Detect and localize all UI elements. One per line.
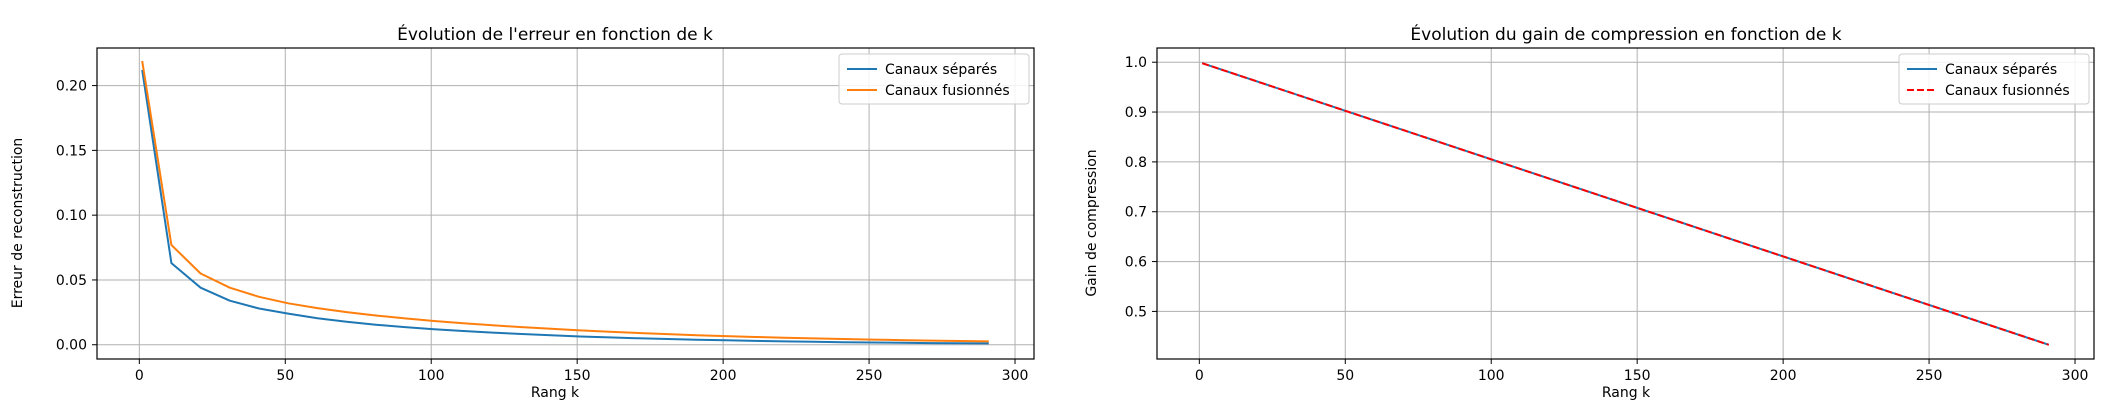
legend-box — [1898, 53, 2090, 105]
y-tick-label: 0.00 — [56, 338, 87, 354]
series-line — [141, 60, 989, 343]
x-tick-label: 150 — [564, 368, 591, 384]
x-tick-label: 150 — [1624, 368, 1651, 384]
y-axis-label: Erreur de reconstruction — [10, 138, 26, 309]
legend-label: Canaux séparés — [885, 62, 997, 78]
ticks: 0 50 100 150 200 250 300 0.00 0.05 0.10 0.15 0.20 — [56, 79, 1029, 384]
x-axis-label: Rang k — [1602, 385, 1651, 400]
y-tick-label: 0.05 — [56, 273, 87, 289]
x-tick-label: 200 — [710, 368, 737, 384]
y-tick-label: 0.5 — [1125, 304, 1147, 320]
chart-title: Évolution du gain de compression en fonc… — [1410, 23, 1841, 45]
chart-panel-error: Évolution de l'erreur en fonction de k R… — [10, 23, 1035, 400]
x-axis-label: Rang k — [531, 385, 580, 400]
series-group — [141, 60, 989, 345]
y-tick-label: 0.10 — [56, 208, 87, 224]
legend: Canaux séparés Canaux fusionnés — [838, 53, 1030, 105]
y-tick-label: 0.6 — [1125, 255, 1147, 271]
legend-label: Canaux fusionnés — [885, 83, 1010, 99]
legend-label: Canaux séparés — [1945, 62, 2057, 78]
x-tick-label: 100 — [1478, 368, 1505, 384]
axes-frame — [96, 47, 1035, 360]
chart-panel-compression: Évolution du gain de compression en fonc… — [1084, 23, 2095, 400]
x-tick-label: 200 — [1770, 368, 1797, 384]
x-tick-label: 300 — [2062, 368, 2089, 384]
y-tick-label: 0.7 — [1125, 205, 1147, 221]
x-tick-label: 0 — [135, 368, 144, 384]
y-tick-label: 1.0 — [1125, 55, 1147, 71]
x-tick-label: 250 — [856, 368, 883, 384]
series-group — [1201, 62, 2050, 346]
x-tick-label: 0 — [1195, 368, 1204, 384]
x-tick-label: 300 — [1002, 368, 1029, 384]
y-axis-label: Gain de compression — [1084, 149, 1100, 296]
y-tick-label: 0.20 — [56, 79, 87, 95]
y-tick-label: 0.9 — [1125, 105, 1147, 121]
legend-box — [838, 53, 1030, 105]
axes-frame — [1156, 47, 2095, 360]
series-line — [1201, 62, 2050, 346]
ticks: 0 50 100 150 200 250 300 0.5 0.6 0.7 0.8 0.9 1.0 — [1125, 55, 2089, 384]
x-tick-label: 100 — [418, 368, 445, 384]
x-tick-label: 250 — [1916, 368, 1943, 384]
y-tick-label: 0.8 — [1125, 155, 1147, 171]
series-line — [141, 69, 989, 345]
chart-title: Évolution de l'erreur en fonction de k — [397, 23, 713, 45]
y-tick-label: 0.15 — [56, 143, 87, 159]
legend: Canaux séparés Canaux fusionnés — [1898, 53, 2090, 105]
x-tick-label: 50 — [276, 368, 294, 384]
x-tick-label: 50 — [1336, 368, 1354, 384]
legend-label: Canaux fusionnés — [1945, 83, 2070, 99]
